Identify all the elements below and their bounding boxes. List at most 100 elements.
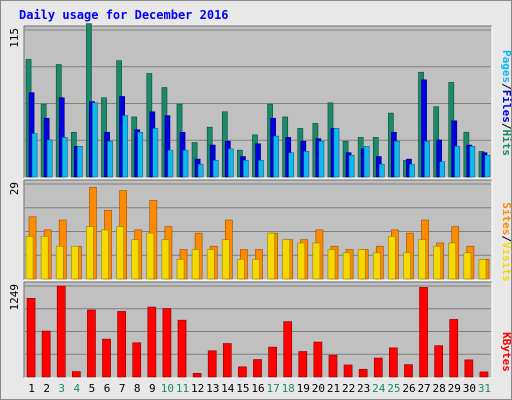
bar-sites: [267, 232, 275, 280]
bar-kbytes: [328, 354, 338, 378]
x-tick-label: 30: [463, 382, 476, 395]
bar-sites: [161, 239, 170, 280]
bar-sites: [388, 236, 396, 280]
bar-kbytes: [222, 343, 232, 378]
panel-kbytes: 1249 KBytes: [8, 281, 512, 379]
bar-sites: [327, 249, 336, 280]
bar-kbytes: [464, 359, 474, 378]
x-tick-label: 29: [448, 382, 461, 395]
bar-pages: [378, 163, 385, 178]
x-tick-label: 25: [387, 382, 400, 395]
x-tick-label: 16: [251, 382, 264, 395]
x-tick-label: 4: [74, 382, 81, 395]
bar-kbytes: [389, 347, 398, 378]
bar-kbytes: [419, 287, 428, 378]
bar-pages: [31, 133, 38, 178]
bar-kbytes: [449, 319, 459, 378]
bar-kbytes: [268, 346, 277, 378]
x-tick-label: 7: [119, 382, 126, 395]
bar-pages: [484, 154, 491, 178]
bar-pages: [76, 146, 83, 178]
bar-sites: [206, 249, 215, 280]
bar-sites: [463, 252, 472, 280]
bar-pages: [92, 102, 98, 178]
x-tick-label: 1: [28, 382, 35, 395]
legend-entry: Files: [500, 90, 512, 123]
bar-kbytes: [71, 371, 81, 378]
bar-files: [436, 139, 443, 178]
bar-sites: [312, 242, 321, 280]
bar-kbytes: [434, 345, 444, 378]
bar-pages: [107, 140, 113, 178]
bar-kbytes: [373, 357, 383, 378]
y-max-label: 115: [8, 28, 21, 48]
bar-sites: [478, 259, 487, 280]
bar-kbytes: [238, 366, 247, 378]
bar-sites: [297, 242, 306, 280]
bar-kbytes: [41, 330, 51, 378]
bar-pages: [273, 135, 279, 178]
bar-pages: [288, 152, 295, 178]
bar-pages: [454, 146, 461, 178]
bar-sites: [101, 229, 109, 280]
bar-kbytes: [117, 311, 126, 378]
bar-kbytes: [147, 306, 157, 378]
x-tick-label: 14: [221, 382, 235, 395]
x-tick-label: 31: [478, 382, 491, 395]
x-tick-label: 12: [191, 382, 204, 395]
bar-pages: [227, 148, 234, 178]
bar-pages: [137, 131, 144, 178]
x-tick-label: 24: [372, 382, 386, 395]
x-tick-label: 15: [236, 382, 249, 395]
x-tick-label: 11: [176, 382, 189, 395]
bar-pages: [424, 140, 430, 178]
x-tick-label: 17: [266, 382, 279, 395]
legend-entry: /: [500, 83, 512, 90]
legend-entry: Sites: [500, 202, 512, 235]
bar-kbytes: [192, 373, 202, 378]
bar-pages: [212, 160, 219, 178]
legend-entry: Visits: [500, 242, 512, 282]
bar-kbytes: [207, 350, 217, 378]
bar-kbytes: [479, 371, 489, 378]
bar-sites: [342, 252, 351, 280]
bar-files: [421, 79, 427, 178]
x-tick-label: 22: [342, 382, 355, 395]
bar-kbytes: [313, 341, 323, 378]
bar-pages: [318, 140, 325, 178]
x-tick-label: 10: [161, 382, 174, 395]
bar-kbytes: [253, 359, 262, 378]
bar-kbytes: [358, 369, 368, 378]
y-max-label: 29: [8, 182, 21, 195]
x-tick-label: 6: [104, 382, 111, 395]
bar-pages: [303, 151, 310, 178]
bar-sites: [86, 226, 94, 280]
chart-title: Daily usage for December 2016: [19, 8, 229, 22]
bar-pages: [258, 160, 264, 178]
bar-pages: [243, 160, 249, 178]
bar-pages: [409, 163, 415, 178]
bar-pages: [348, 154, 355, 178]
panel-visits-sites: 29 Sites/Visits: [8, 179, 512, 282]
bar-sites: [433, 245, 442, 280]
x-tick-label: 9: [149, 382, 156, 395]
bar-kbytes: [162, 308, 172, 378]
x-tick-label: 19: [297, 382, 310, 395]
x-tick-label: 8: [134, 382, 141, 395]
bar-kbytes: [404, 364, 413, 378]
x-tick-label: 26: [402, 382, 415, 395]
bar-sites: [40, 236, 49, 280]
bar-kbytes: [177, 319, 187, 378]
bar-files: [164, 115, 171, 178]
bar-kbytes: [298, 351, 308, 378]
bar-sites: [357, 249, 366, 280]
bar-pages: [122, 115, 128, 178]
legend-entry: /: [500, 235, 512, 242]
x-tick-label: 21: [327, 382, 340, 395]
bar-pages: [46, 139, 53, 178]
bar-pages: [167, 149, 174, 178]
bar-pages: [182, 149, 189, 178]
bar-kbytes: [283, 321, 293, 378]
